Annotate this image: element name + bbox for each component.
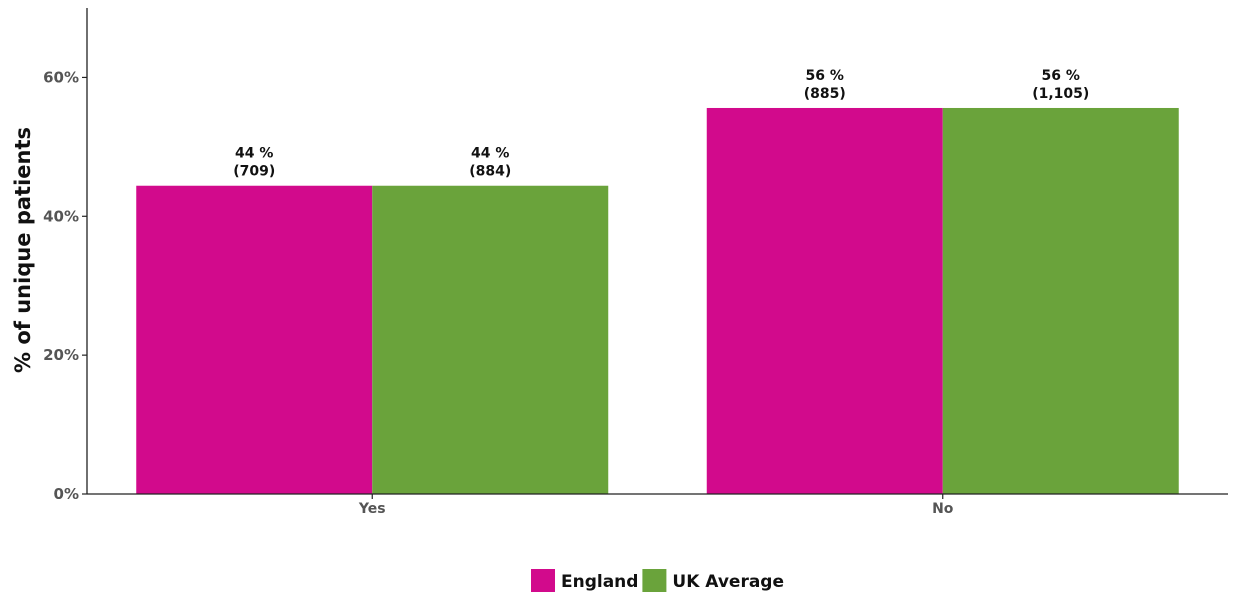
y-axis-title: % of unique patients (11, 127, 35, 373)
data-label-count: (884) (469, 164, 511, 180)
legend: England UK Average (531, 569, 784, 592)
legend-swatch (531, 569, 555, 592)
data-label-count: (885) (804, 86, 846, 102)
y-tick-label: 40% (43, 207, 79, 225)
data-label-percent: 44 % (235, 146, 273, 162)
x-category-label: No (932, 501, 954, 517)
y-tick-label: 0% (54, 485, 79, 503)
data-label-percent: 56 % (1042, 68, 1080, 84)
x-category-label: Yes (358, 501, 386, 517)
data-labels: 44 % (709) 44 % (884) 56 % (885) 56 % (1,105) (233, 68, 1089, 180)
data-label-count: (709) (233, 164, 275, 180)
y-axis: 0% 20% 40% 60% (43, 8, 88, 503)
data-label-percent: 44 % (471, 146, 509, 162)
data-label-percent: 56 % (806, 68, 844, 84)
y-tick-label: 20% (43, 346, 79, 364)
legend-label: England (561, 572, 638, 592)
y-tick-label: 60% (43, 68, 79, 86)
bar (942, 107, 1179, 494)
bar (706, 107, 943, 494)
bars (136, 107, 1179, 495)
data-label-count: (1,105) (1032, 86, 1089, 102)
x-axis: Yes No (87, 493, 1228, 517)
legend-swatch (642, 569, 667, 592)
bar (372, 185, 609, 495)
bar (136, 185, 373, 495)
legend-label: UK Average (672, 572, 784, 592)
